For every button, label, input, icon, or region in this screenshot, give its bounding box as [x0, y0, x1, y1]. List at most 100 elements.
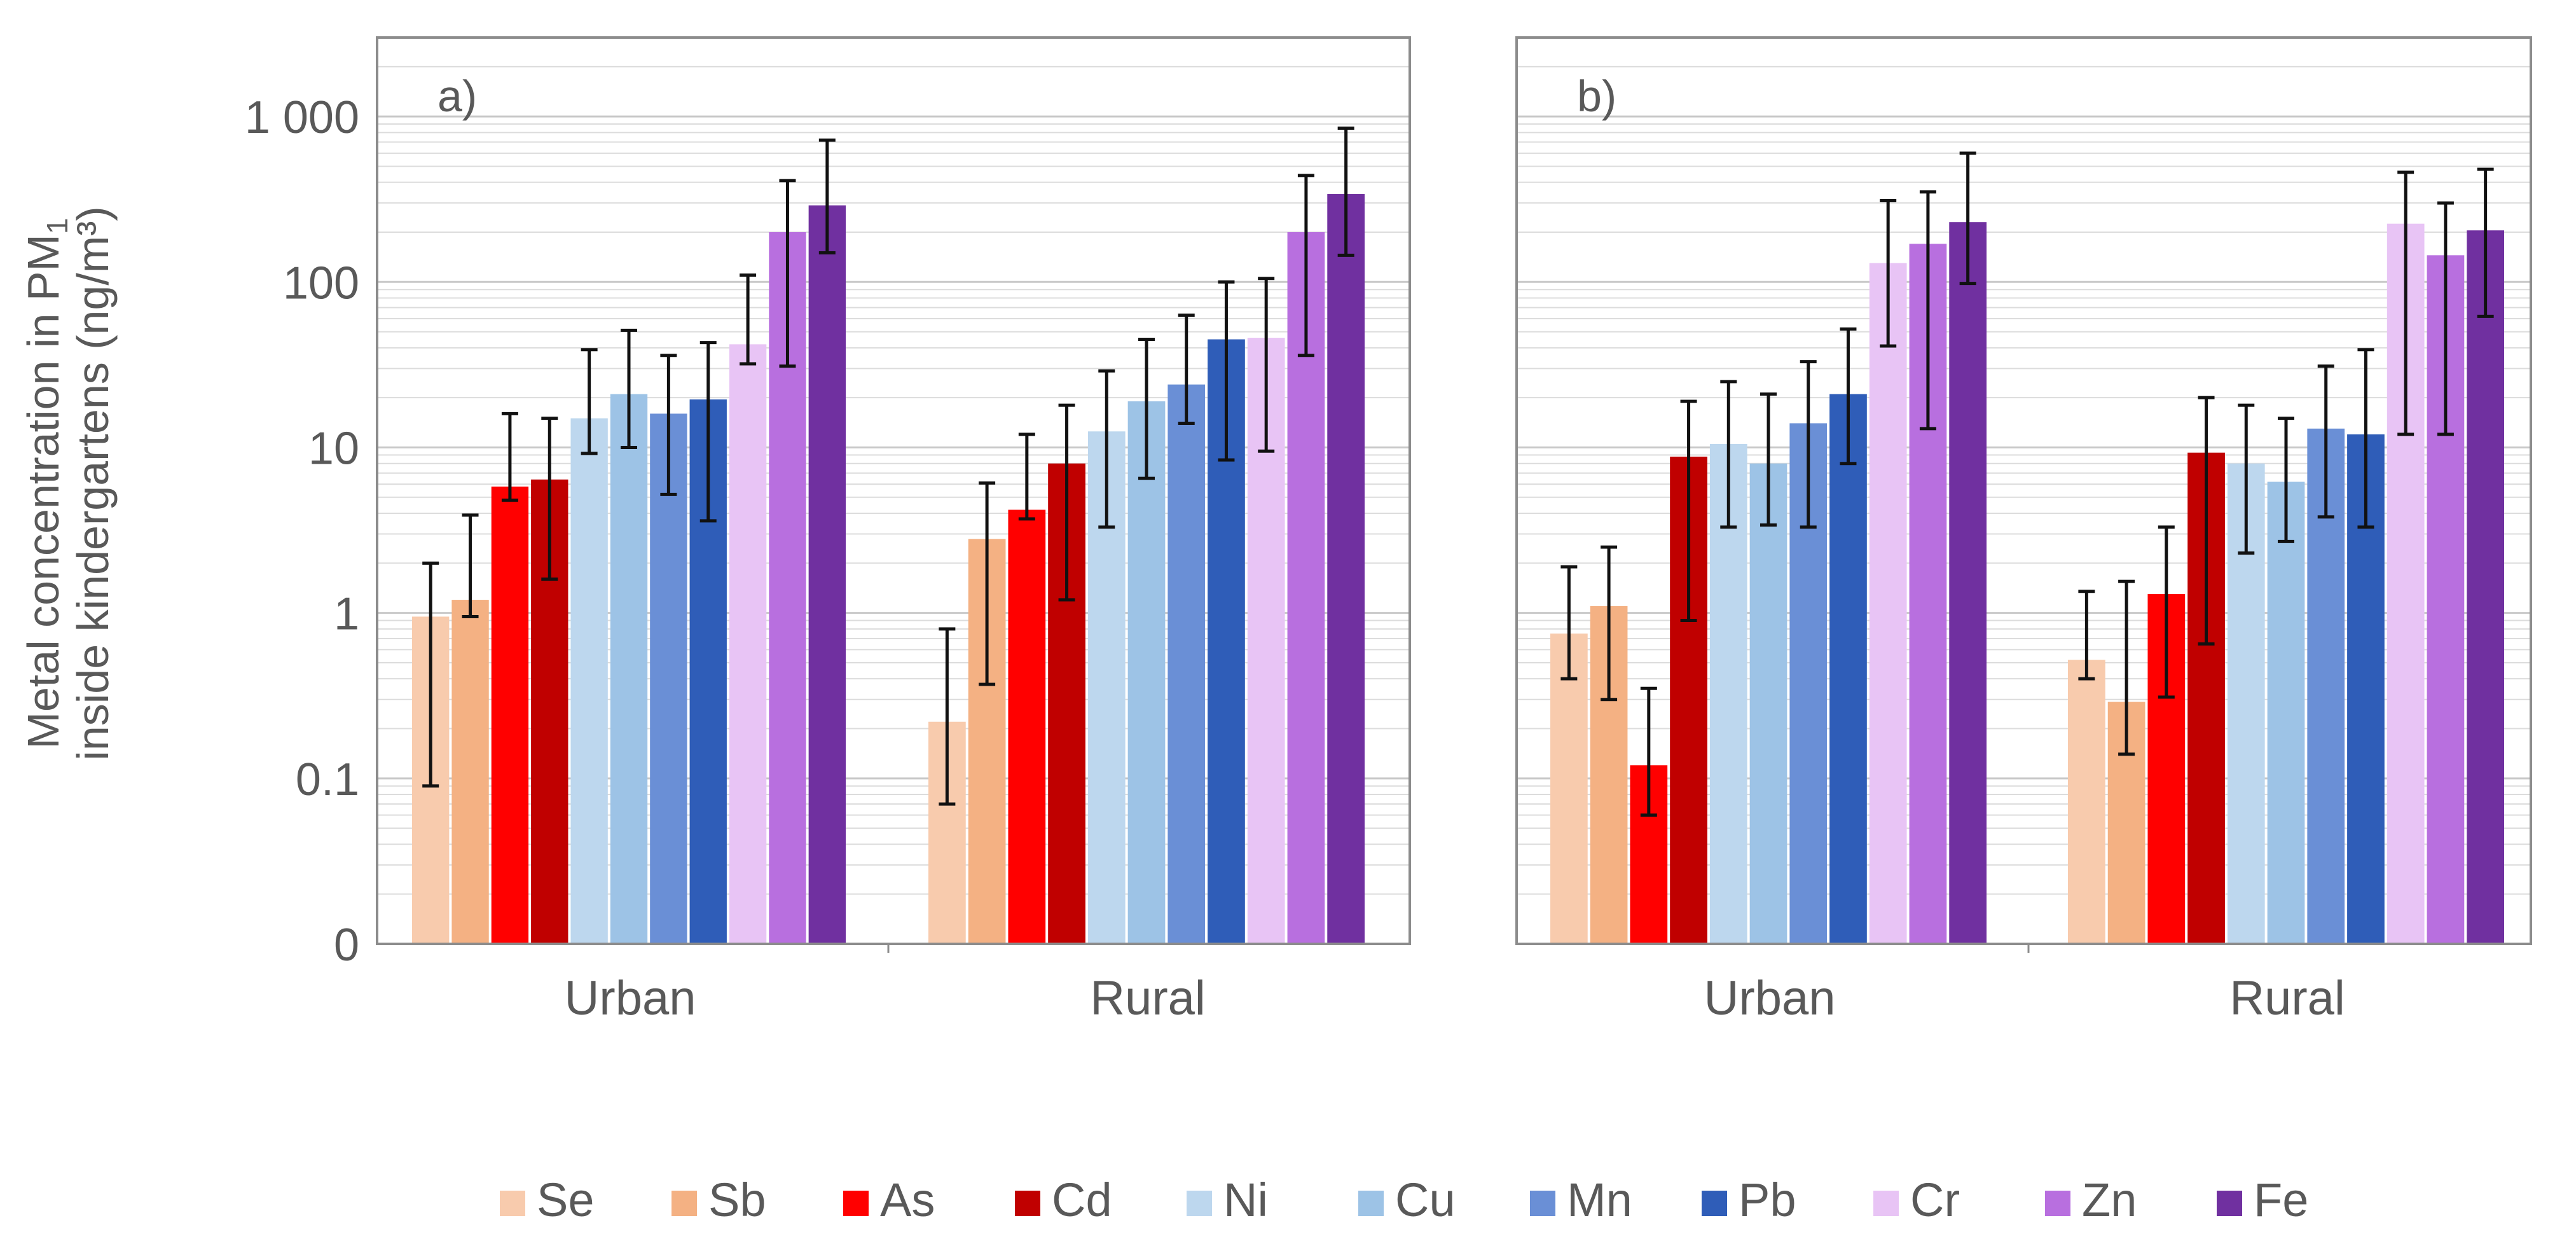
legend-swatch [1015, 1191, 1040, 1216]
error-bar-cr-urban [1880, 198, 1897, 348]
bar-fe-urban [808, 205, 846, 944]
y-tick-label: 0 [334, 920, 359, 971]
legend-swatch [1530, 1191, 1555, 1216]
error-bar-cd-urban [541, 417, 558, 581]
error-bar-zn-rural [2437, 201, 2454, 436]
legend-item-sb: Sb [672, 1173, 766, 1226]
y-axis-title-line1: Metal concentration in PM [18, 234, 68, 749]
error-bar-zn-urban [779, 179, 796, 368]
bar-cu-rural [1127, 401, 1166, 944]
bar-fe-rural [1327, 194, 1365, 944]
legend-item-cd: Cd [1015, 1173, 1112, 1226]
error-bar-mn-rural [2317, 364, 2334, 519]
legend-swatch [1187, 1191, 1212, 1216]
error-bar-ni-urban [581, 348, 598, 455]
bar-cu-urban [610, 394, 648, 944]
error-bar-cr-urban [740, 273, 757, 366]
bar-fe-urban [1949, 222, 1987, 944]
error-bar-cd-rural [2198, 396, 2215, 646]
error-bar-as-rural [1018, 433, 1035, 521]
legend-label: Cu [1395, 1173, 1456, 1226]
x-tick-label-urban: Urban [565, 971, 696, 1025]
legend-item-cr: Cr [1873, 1173, 1960, 1226]
error-bar-ni-urban [1720, 380, 1737, 529]
x-tick-label-urban: Urban [1704, 971, 1836, 1025]
legend-item-fe: Fe [2217, 1173, 2308, 1226]
error-bar-ni-rural [1098, 369, 1115, 529]
error-bar-zn-urban [1919, 190, 1936, 431]
y-tick-label: 1 [334, 589, 359, 640]
error-bar-fe-urban [1959, 151, 1976, 286]
error-bar-sb-rural [2118, 579, 2135, 756]
error-bar-as-rural [2158, 525, 2175, 699]
error-bar-cd-urban [1680, 399, 1697, 623]
error-bar-cd-rural [1058, 403, 1075, 602]
svg-text:Metal concentration in PM1: Metal concentration in PM1 [18, 218, 74, 749]
error-bar-mn-urban [1800, 360, 1817, 529]
bar-as-urban [491, 487, 529, 944]
legend-swatch [1702, 1191, 1727, 1216]
legend-label: Ni [1223, 1173, 1268, 1226]
legend-item-cu: Cu [1358, 1173, 1456, 1226]
error-bar-fe-rural [2477, 167, 2494, 318]
x-tick-label-rural: Rural [1090, 971, 1206, 1025]
error-bar-cu-urban [1760, 392, 1777, 527]
error-bar-se-rural [939, 627, 956, 806]
y-axis-title-subscript: 1 [41, 218, 74, 235]
legend-swatch [843, 1191, 869, 1216]
error-bar-pb-urban [1840, 327, 1857, 466]
error-bar-se-urban [422, 561, 439, 788]
bar-ni-urban [570, 418, 608, 944]
panel-b-chart: b) Urban Rural [1515, 36, 2532, 1025]
panel-label: a) [437, 71, 477, 121]
plot-frame [1515, 36, 2532, 945]
legend-label: Cd [1052, 1173, 1112, 1226]
error-bar-cr-rural [1258, 277, 1275, 453]
legend-label: Mn [1567, 1173, 1632, 1226]
legend-swatch [2217, 1191, 2242, 1216]
bar-cr-urban [729, 344, 767, 944]
error-bar-se-rural [2078, 590, 2095, 681]
error-bar-se-urban [1560, 565, 1578, 681]
error-bar-as-urban [501, 412, 518, 502]
error-bar-pb-rural [2357, 348, 2374, 529]
bar-fe-rural [2467, 230, 2504, 945]
bar-cr-urban [1869, 263, 1907, 944]
legend-label: Pb [1739, 1173, 1796, 1226]
legend-swatch [672, 1191, 697, 1216]
panel-label: b) [1577, 71, 1616, 121]
error-bar-pb-urban [699, 341, 717, 523]
bar-se-rural [2068, 660, 2105, 944]
y-tick-label: 1 000 [245, 92, 359, 143]
legend-swatch [1358, 1191, 1384, 1216]
legend-item-ni: Ni [1187, 1173, 1268, 1226]
error-bar-sb-urban [1601, 545, 1618, 702]
bar-mn-urban [650, 413, 687, 944]
error-bar-sb-rural [979, 481, 996, 686]
error-bar-pb-rural [1218, 280, 1235, 462]
bar-se-urban [1550, 633, 1588, 944]
panel-a-chart: a) Urban Rural 0 0.1 1 10 100 1 000 [245, 36, 1411, 1025]
error-bar-cu-urban [621, 328, 637, 449]
y-axis-title: Metal concentration in PM1 inside kinder… [18, 206, 118, 760]
y-tick-label: 10 [308, 423, 359, 474]
legend-swatch [1873, 1191, 1899, 1216]
legend-item-mn: Mn [1530, 1173, 1632, 1226]
error-bar-mn-rural [1178, 314, 1195, 425]
error-bar-sb-urban [462, 513, 479, 618]
error-bar-as-urban [1640, 686, 1657, 817]
y-axis-title-line2: inside kindergartens (ng/m³) [68, 206, 118, 760]
error-bar-fe-rural [1337, 126, 1354, 257]
legend-label: Zn [2082, 1173, 2137, 1226]
bar-mn-rural [1167, 384, 1206, 944]
legend-label: Se [537, 1173, 595, 1226]
legend-item-as: As [843, 1173, 935, 1226]
y-tick-label: 100 [283, 258, 359, 308]
x-tick-label-rural: Rural [2229, 971, 2345, 1025]
bar-sb-urban [451, 600, 489, 944]
error-bar-mn-urban [660, 354, 677, 496]
legend-item-pb: Pb [1702, 1173, 1796, 1226]
plot-frame [376, 36, 1411, 945]
bar-cu-urban [1749, 463, 1787, 944]
